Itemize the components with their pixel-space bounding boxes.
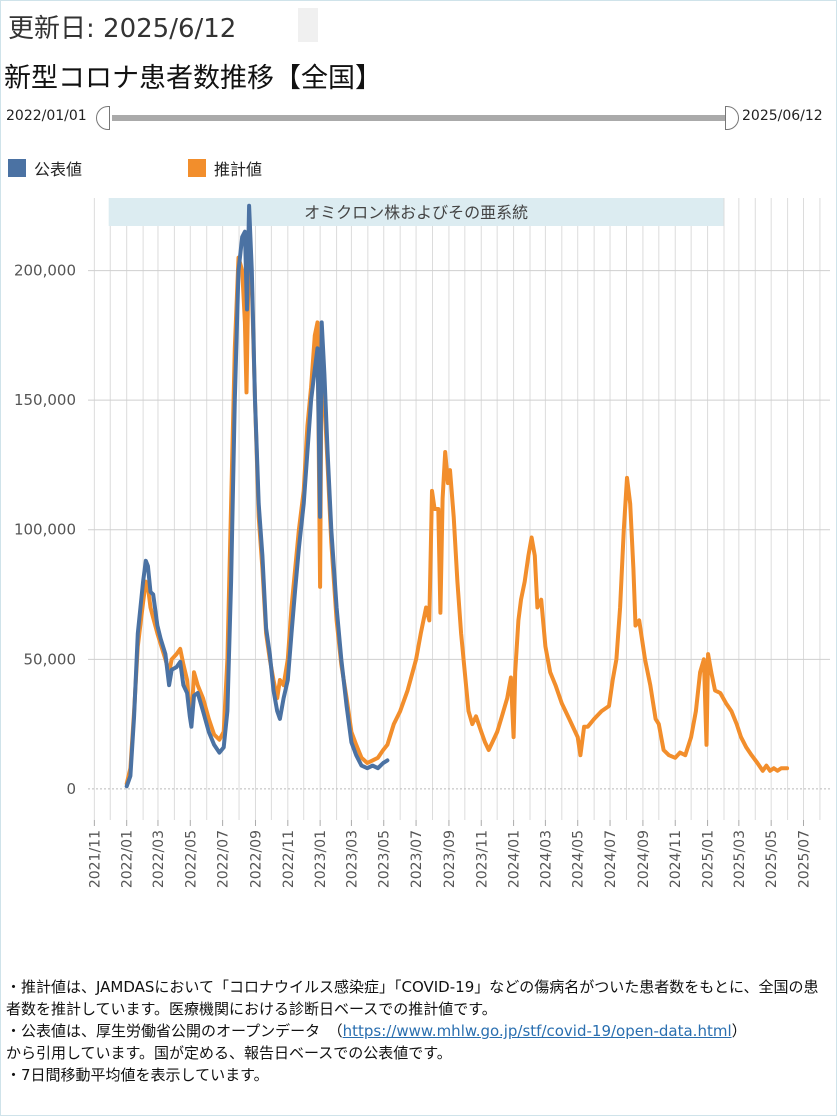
open-data-link[interactable]: https://www.mhlw.go.jp/stf/covid-19/open… — [342, 1022, 732, 1040]
note-published-source: から引用しています。国が定める、報告日ベースでの公表値です。 — [6, 1044, 452, 1062]
annotation-band — [108, 198, 724, 226]
x-tick-label: 2022/01 — [120, 830, 136, 888]
x-tick-label: 2024/05 — [571, 830, 587, 888]
page-title: 新型コロナ患者数推移【全国】 — [4, 63, 382, 94]
y-tick-label: 200,000 — [14, 262, 76, 280]
legend-item-published[interactable]: 公表値 — [8, 156, 82, 180]
x-tick-label: 2023/01 — [313, 830, 329, 888]
annotation-band-label: オミクロン株およびその亜系統 — [304, 203, 528, 222]
x-tick-label: 2021/11 — [87, 830, 103, 888]
x-tick-label: 2022/07 — [216, 830, 232, 888]
x-tick-label: 2023/03 — [344, 830, 360, 888]
range-end-label: 2025/06/12 — [742, 108, 823, 124]
x-tick-label: 2023/07 — [409, 830, 425, 888]
legend-item-estimated[interactable]: 推計値 — [188, 156, 262, 180]
notes: ・推計値は、JAMDASにおいて「コロナウイルス感染症」「COVID-19」など… — [6, 976, 830, 1086]
x-tick-label: 2024/11 — [668, 830, 684, 888]
y-tick-label: 0 — [66, 780, 76, 798]
x-tick-label: 2025/03 — [732, 830, 748, 888]
x-tick-label: 2022/09 — [248, 830, 264, 888]
range-start-label: 2022/01/01 — [6, 108, 87, 124]
note-moving-average: ・7日間移動平均値を表示しています。 — [6, 1066, 269, 1084]
x-tick-label: 2025/05 — [764, 830, 780, 888]
x-tick-label: 2022/05 — [183, 830, 199, 888]
note-published-close: ） — [731, 1022, 747, 1040]
note-published-text: ・公表値は、厚生労働省公開のオープンデータ （ — [6, 1022, 343, 1040]
x-tick-label: 2022/11 — [281, 830, 297, 888]
x-tick-label: 2024/09 — [636, 830, 652, 888]
legend-swatch-estimated — [188, 159, 206, 177]
note-estimated: ・推計値は、JAMDASにおいて「コロナウイルス感染症」「COVID-19」など… — [6, 978, 819, 1018]
y-tick-label: 100,000 — [14, 521, 76, 539]
x-tick-label: 2023/09 — [442, 830, 458, 888]
update-date-box — [298, 8, 318, 42]
x-tick-label: 2023/11 — [474, 830, 490, 888]
x-tick-label: 2023/05 — [377, 830, 393, 888]
x-tick-label: 2024/03 — [538, 830, 554, 888]
legend-label-estimated: 推計値 — [214, 160, 263, 179]
cases-line-chart: オミクロン株およびその亜系統 0 50,000 100,000 150,000 200,0… — [14, 198, 830, 888]
date-range-slider[interactable] — [112, 115, 727, 121]
y-tick-label: 150,000 — [14, 391, 76, 409]
y-tick-label: 50,000 — [24, 650, 77, 668]
series-line-published — [124, 203, 390, 789]
x-tick-label: 2022/03 — [151, 830, 167, 888]
update-date: 更新日: 2025/6/12 — [8, 14, 237, 44]
x-tick-label: 2025/01 — [701, 830, 717, 888]
x-tick-label: 2024/01 — [507, 830, 523, 888]
x-tick-label: 2024/07 — [603, 830, 619, 888]
legend-swatch-published — [8, 159, 26, 177]
legend-label-published: 公表値 — [34, 160, 83, 179]
note-published: ・公表値は、厚生労働省公開のオープンデータ （https://www.mhlw.… — [6, 1020, 830, 1042]
x-tick-label: 2025/07 — [797, 830, 813, 888]
